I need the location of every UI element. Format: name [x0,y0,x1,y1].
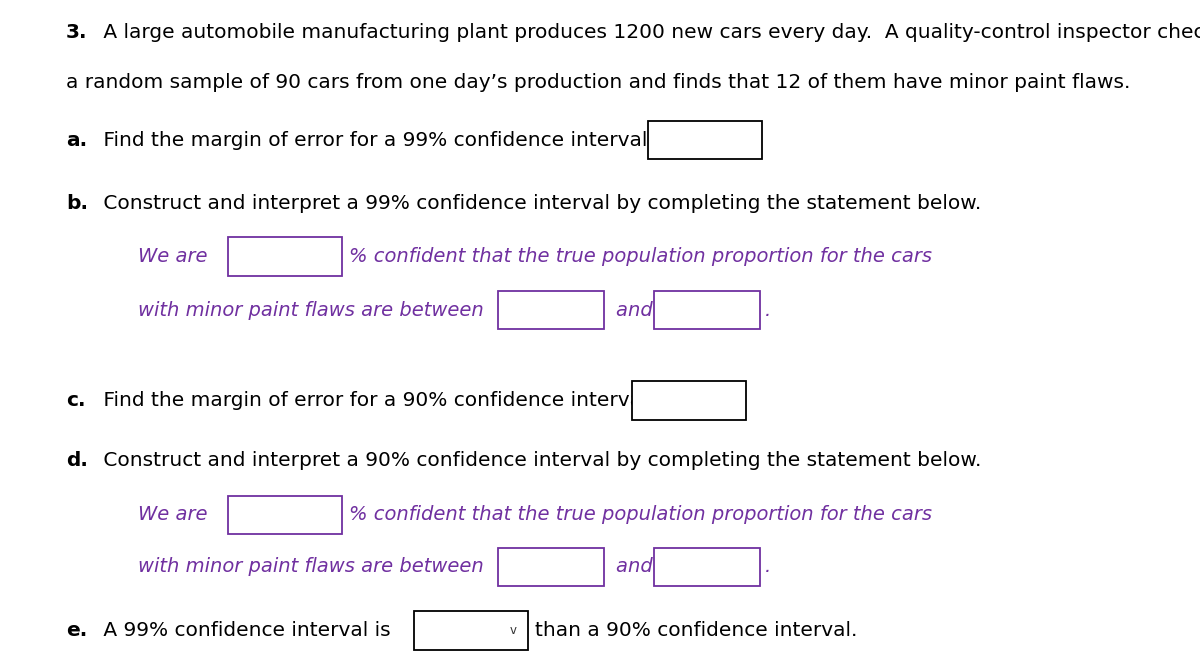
Bar [654,291,760,329]
Text: b.: b. [66,194,88,213]
Text: with minor paint flaws are between: with minor paint flaws are between [138,558,490,576]
Text: We are: We are [138,247,214,266]
Text: .: . [764,558,770,576]
Text: % confident that the true population proportion for the cars: % confident that the true population pro… [349,506,932,524]
Text: a.: a. [66,131,88,149]
Text: 3.: 3. [66,23,88,42]
Bar [228,496,342,534]
Text: A 99% confidence interval is: A 99% confidence interval is [97,621,397,640]
Text: Find the margin of error for a 90% confidence interval.: Find the margin of error for a 90% confi… [97,391,654,410]
Text: and: and [616,301,659,319]
Text: Construct and interpret a 90% confidence interval by completing the statement be: Construct and interpret a 90% confidence… [97,451,982,470]
Text: than a 90% confidence interval.: than a 90% confidence interval. [535,621,858,640]
Text: c.: c. [66,391,85,410]
Bar [654,548,760,586]
Text: d.: d. [66,451,88,470]
Bar [648,121,762,159]
Text: We are: We are [138,506,214,524]
Text: Construct and interpret a 99% confidence interval by completing the statement be: Construct and interpret a 99% confidence… [97,194,982,213]
Bar [414,611,528,650]
Bar [498,291,604,329]
Text: .: . [764,301,770,319]
Text: e.: e. [66,621,88,640]
Text: a random sample of 90 cars from one day’s production and finds that 12 of them h: a random sample of 90 cars from one day’… [66,73,1130,92]
Text: with minor paint flaws are between: with minor paint flaws are between [138,301,490,319]
Bar [228,237,342,276]
Text: and: and [616,558,659,576]
Text: % confident that the true population proportion for the cars: % confident that the true population pro… [349,247,932,266]
Bar [498,548,604,586]
Text: v: v [510,624,517,637]
Bar [632,381,746,420]
Text: Find the margin of error for a 99% confidence interval.: Find the margin of error for a 99% confi… [97,131,654,149]
Text: A large automobile manufacturing plant produces 1200 new cars every day.  A qual: A large automobile manufacturing plant p… [97,23,1200,42]
